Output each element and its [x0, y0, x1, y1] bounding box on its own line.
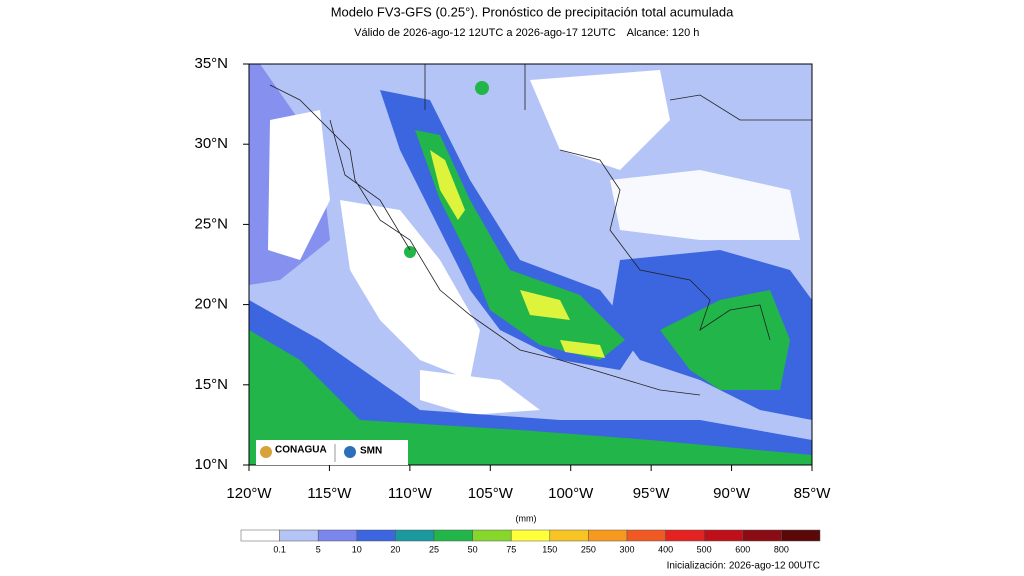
lon-label: 100°W: [548, 485, 594, 502]
rain-core: [404, 246, 416, 258]
colorbar-label: 20: [390, 544, 400, 554]
colorbar-label: 150: [542, 544, 557, 554]
lat-label: 15°N: [194, 376, 228, 393]
lat-label: 25°N: [194, 215, 228, 232]
lon-label: 105°W: [468, 485, 514, 502]
rain-core: [430, 150, 605, 358]
logo-icon: [260, 446, 272, 458]
rain-core: [475, 81, 489, 95]
lat-label: 35°N: [194, 55, 228, 72]
colorbar-swatch: [472, 529, 512, 542]
colorbar-swatch: [703, 529, 744, 542]
title: Modelo FV3-GFS (0.25°). Pronóstico de pr…: [331, 4, 734, 19]
lon-label: 120°W: [226, 485, 272, 502]
colorbar-label: 50: [468, 544, 478, 554]
colorbar-label: 0.1: [273, 544, 286, 554]
colorbar-label: 25: [429, 544, 439, 554]
map: [249, 64, 812, 465]
lon-label: 90°W: [713, 485, 751, 502]
colorbar-swatch: [510, 529, 551, 542]
colorbar-label: 800: [774, 544, 789, 554]
colorbar-swatch: [317, 529, 358, 542]
lon-label: 95°W: [633, 485, 671, 502]
valid-text: Válido de 2026-ago-12 12UTC a 2026-ago-1…: [354, 27, 616, 39]
rain-area: [660, 290, 790, 390]
colorbar-label: 250: [581, 544, 596, 554]
logo-text: SMN: [360, 446, 382, 457]
lat-label: 10°N: [194, 456, 228, 473]
colorbar-swatch: [356, 529, 396, 542]
init-text: Inicialización: 2026-ago-12 00UTC: [667, 561, 820, 572]
lat-label: 30°N: [194, 135, 228, 152]
dry-area: [340, 200, 480, 380]
units: (mm): [516, 513, 537, 523]
colorbar-swatch: [395, 529, 435, 542]
coastline: [269, 64, 812, 396]
colorbar-label: 300: [619, 544, 634, 554]
colorbar-label: 5: [316, 544, 321, 554]
map-frame: [248, 63, 813, 466]
colorbar-label: 10: [352, 544, 362, 554]
colorbar-label: 500: [697, 544, 712, 554]
lon-label: 115°W: [307, 485, 352, 502]
colorbar-label: 400: [658, 544, 673, 554]
colorbar-swatch: [626, 529, 666, 542]
range-text: Alcance: 120 h: [627, 27, 700, 39]
dry-area: [268, 110, 330, 260]
colorbar-swatch: [742, 529, 782, 542]
colorbar-swatch: [781, 529, 821, 542]
dry-area: [610, 170, 800, 240]
colorbar-swatch: [665, 529, 705, 542]
lon-label: 85°W: [794, 485, 832, 502]
logo-icon: [344, 446, 356, 458]
colorbar-swatch: [588, 529, 628, 542]
lat-label: 20°N: [194, 296, 228, 313]
logo-text: CONAGUA: [275, 445, 327, 456]
logo-box: [256, 440, 408, 465]
colorbar-swatch: [240, 529, 280, 542]
colorbar-label: 600: [735, 544, 750, 554]
dry-area: [530, 70, 670, 170]
colorbar-label: 75: [506, 544, 516, 554]
lon-label: 110°W: [388, 485, 433, 502]
colorbar-swatch: [279, 529, 319, 542]
colorbar-swatch: [549, 529, 589, 542]
rain-area: [415, 130, 625, 360]
colorbar-swatch: [433, 529, 473, 542]
dry-area: [420, 370, 540, 415]
rain-area: [249, 330, 812, 465]
